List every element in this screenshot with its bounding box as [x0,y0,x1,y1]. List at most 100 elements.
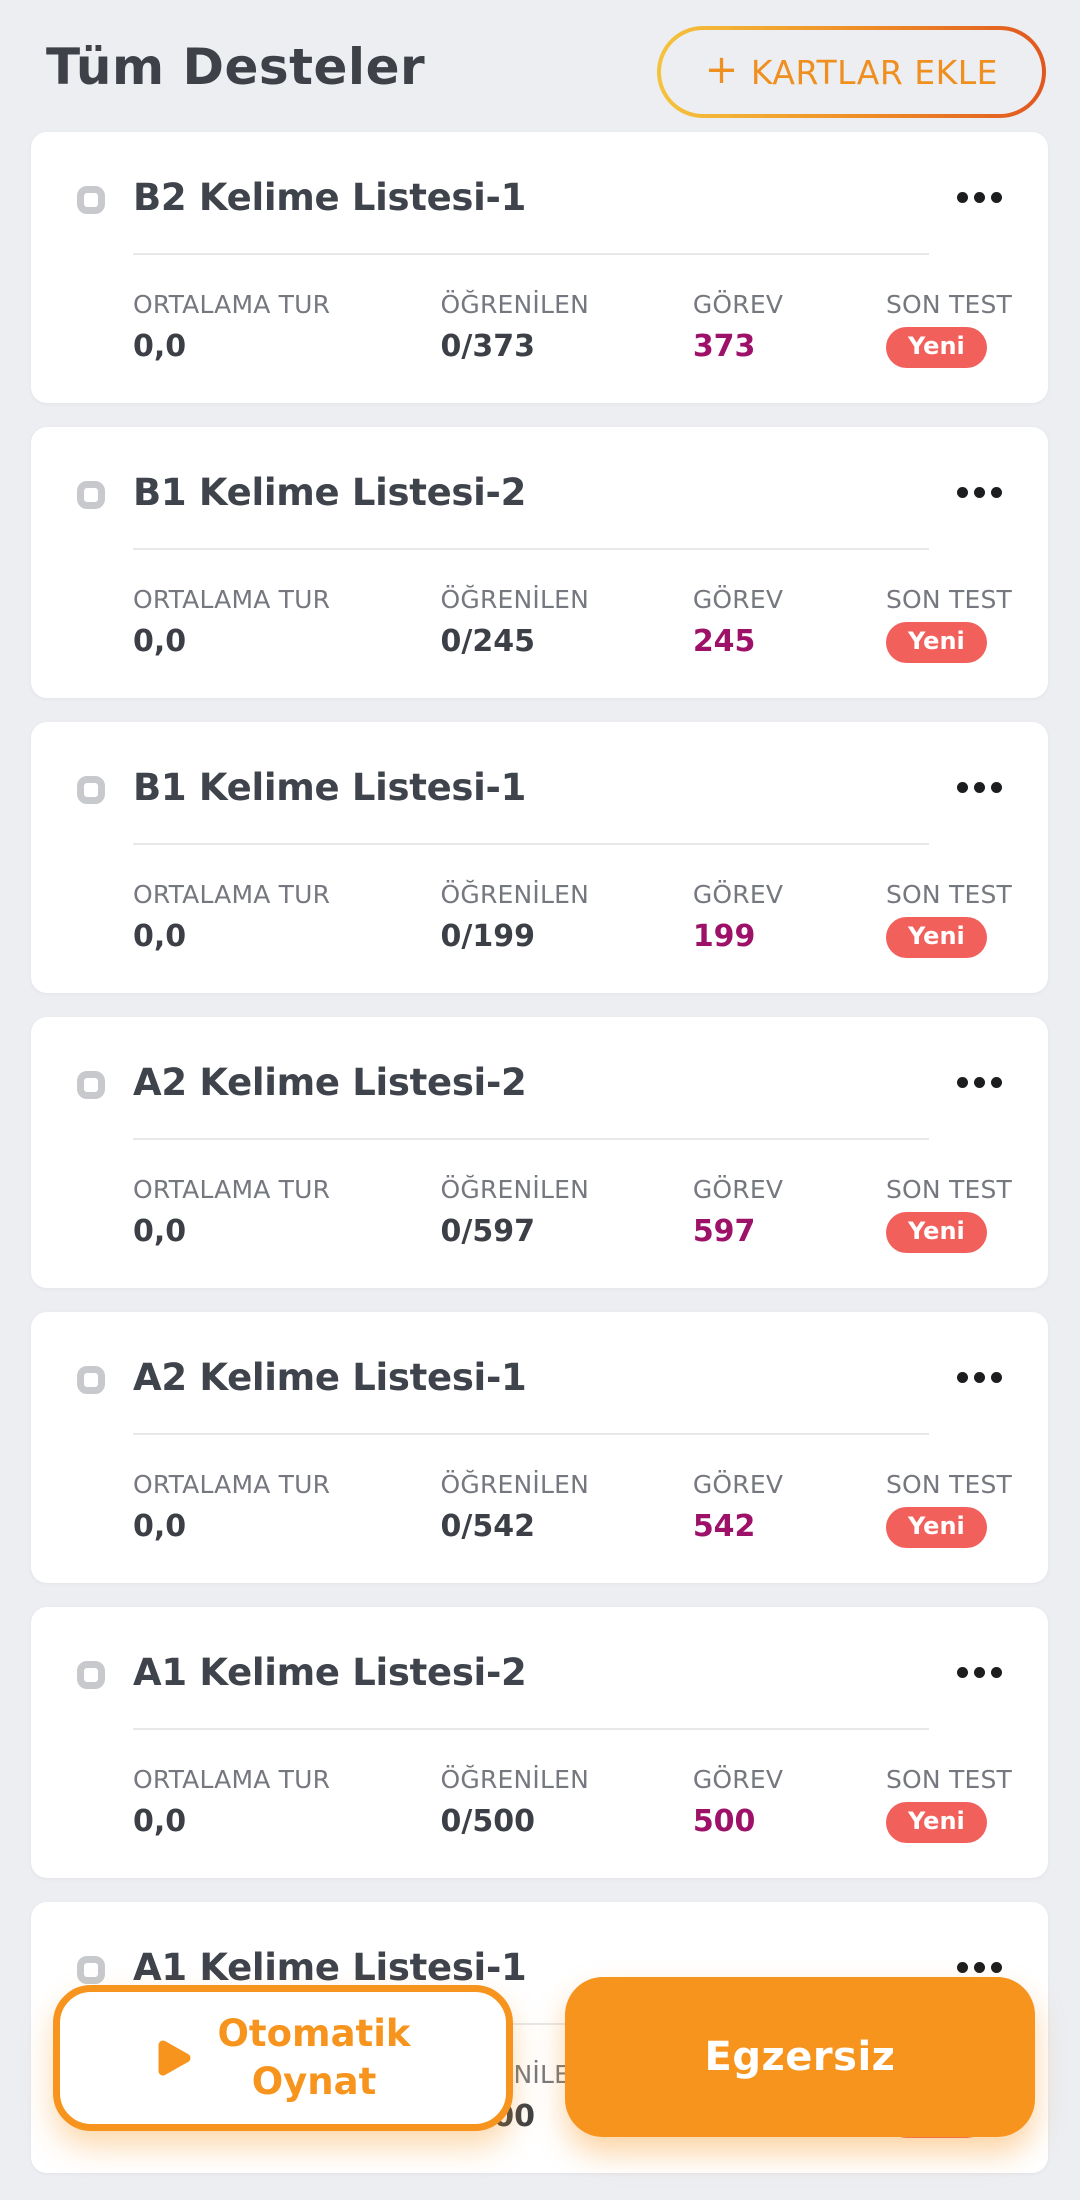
stat-average-round: ORTALAMA TUR 0,0 [133,1175,441,1249]
stat-label: ORTALAMA TUR [133,1765,331,1794]
autoplay-button-label: Otomatik Oynat [217,2011,411,2103]
stat-label: GÖREV [692,585,784,614]
stat-value: 0,0 [133,329,187,364]
stat-label: GÖREV [692,880,784,909]
stat-label: SON TEST [885,1470,1012,1499]
status-badge: Yeni [885,1507,987,1548]
stat-label: ÖĞRENİLEN [440,290,590,319]
stat-average-round: ORTALAMA TUR 0,0 [133,1765,441,1839]
stat-label: GÖREV [692,1765,784,1794]
add-cards-button-label: KARTLAR EKLE [750,52,998,92]
stat-learned: ÖĞRENİLEN 0/597 [441,1175,693,1249]
stat-value: 0,0 [133,1804,187,1839]
ellipsis-icon [957,1372,968,1383]
stat-label: SON TEST [885,1765,1012,1794]
stat-label: ÖĞRENİLEN [440,880,590,909]
status-badge: Yeni [885,1212,987,1253]
deck-card[interactable]: A2 Kelime Listesi-2 ORTALAMA TUR 0,0 ÖĞR… [31,1017,1048,1288]
stat-value: 542 [692,1509,756,1544]
deck-stats: ORTALAMA TUR 0,0 ÖĞRENİLEN 0/373 GÖREV 3… [133,290,1012,368]
checkbox-unchecked-icon[interactable] [77,481,105,509]
checkbox-unchecked-icon[interactable] [77,1956,105,1984]
deck-stats: ORTALAMA TUR 0,0 ÖĞRENİLEN 0/500 GÖREV 5… [133,1765,1012,1843]
divider [133,843,929,845]
exercise-button[interactable]: Egzersiz [565,1977,1035,2137]
stat-learned: ÖĞRENİLEN 0/199 [441,880,693,954]
deck-card[interactable]: B1 Kelime Listesi-1 ORTALAMA TUR 0,0 ÖĞR… [31,722,1048,993]
more-options-button[interactable] [951,479,1008,506]
more-options-button[interactable] [951,1659,1008,1686]
stat-value: 597 [692,1214,756,1249]
stat-label: SON TEST [885,290,1012,319]
deck-stats: ORTALAMA TUR 0,0 ÖĞRENİLEN 0/199 GÖREV 1… [133,880,1012,958]
checkbox-unchecked-icon[interactable] [77,1366,105,1394]
deck-title: A2 Kelime Listesi-2 [133,1061,527,1104]
more-options-button[interactable] [951,774,1008,801]
stat-last-test: SON TEST Yeni [885,880,1012,958]
stat-last-test: SON TEST Yeni [885,1470,1012,1548]
plus-icon: + [704,47,739,93]
deck-list: B2 Kelime Listesi-1 ORTALAMA TUR 0,0 ÖĞR… [0,132,1080,2197]
stat-label: ÖĞRENİLEN [440,585,590,614]
deck-card[interactable]: B1 Kelime Listesi-2 ORTALAMA TUR 0,0 ÖĞR… [31,427,1048,698]
deck-stats: ORTALAMA TUR 0,0 ÖĞRENİLEN 0/597 GÖREV 5… [133,1175,1012,1253]
stat-learned: ÖĞRENİLEN 0/373 [441,290,693,364]
stat-value: 0,0 [133,1214,187,1249]
more-options-button[interactable] [951,184,1008,211]
deck-title: B1 Kelime Listesi-2 [133,471,527,514]
divider [133,253,929,255]
divider [133,1728,929,1730]
stat-average-round: ORTALAMA TUR 0,0 [133,290,441,364]
more-options-button[interactable] [951,1069,1008,1096]
stat-value: 0/542 [440,1509,535,1544]
status-badge: Yeni [885,622,987,663]
page-title: Tüm Desteler [46,38,426,96]
ellipsis-icon [957,1667,968,1678]
stat-label: SON TEST [885,880,1012,909]
deck-card[interactable]: A1 Kelime Listesi-2 ORTALAMA TUR 0,0 ÖĞR… [31,1607,1048,1878]
stat-label: ÖĞRENİLEN [440,1175,590,1204]
checkbox-unchecked-icon[interactable] [77,186,105,214]
deck-title: A2 Kelime Listesi-1 [133,1356,527,1399]
stat-value: 0/597 [440,1214,535,1249]
deck-stats: ORTALAMA TUR 0,0 ÖĞRENİLEN 0/542 GÖREV 5… [133,1470,1012,1548]
more-options-button[interactable] [951,1954,1008,1981]
stat-learned: ÖĞRENİLEN 0/500 [441,1765,693,1839]
status-badge: Yeni [885,917,987,958]
stat-label: ÖĞRENİLEN [440,1765,590,1794]
stat-last-test: SON TEST Yeni [885,290,1012,368]
stat-label: GÖREV [692,290,784,319]
stat-label: ORTALAMA TUR [133,1470,331,1499]
autoplay-button[interactable]: Otomatik Oynat [53,1985,513,2131]
add-cards-button[interactable]: + KARTLAR EKLE [657,26,1046,118]
deck-card[interactable]: B2 Kelime Listesi-1 ORTALAMA TUR 0,0 ÖĞR… [31,132,1048,403]
stat-value: 0/245 [440,624,535,659]
more-options-button[interactable] [951,1364,1008,1391]
stat-value: 245 [692,624,756,659]
ellipsis-icon [957,487,968,498]
stat-average-round: ORTALAMA TUR 0,0 [133,1470,441,1544]
stat-task: GÖREV 500 [693,1765,886,1839]
checkbox-unchecked-icon[interactable] [77,776,105,804]
stat-label: SON TEST [885,1175,1012,1204]
status-badge: Yeni [885,1802,987,1843]
stat-value: 199 [692,919,756,954]
stat-task: GÖREV 597 [693,1175,886,1249]
stat-label: SON TEST [885,585,1012,614]
stat-value: 0/199 [440,919,535,954]
checkbox-unchecked-icon[interactable] [77,1661,105,1689]
stat-label: GÖREV [692,1470,784,1499]
stat-value: 373 [692,329,756,364]
divider [133,1138,929,1140]
stat-label: GÖREV [692,1175,784,1204]
checkbox-unchecked-icon[interactable] [77,1071,105,1099]
ellipsis-icon [957,1077,968,1088]
stat-value: 0/500 [440,1804,535,1839]
stat-average-round: ORTALAMA TUR 0,0 [133,880,441,954]
stat-last-test: SON TEST Yeni [885,1765,1012,1843]
divider [133,548,929,550]
stat-learned: ÖĞRENİLEN 0/245 [441,585,693,659]
stat-task: GÖREV 542 [693,1470,886,1544]
stat-value: 500 [692,1804,756,1839]
deck-card[interactable]: A2 Kelime Listesi-1 ORTALAMA TUR 0,0 ÖĞR… [31,1312,1048,1583]
